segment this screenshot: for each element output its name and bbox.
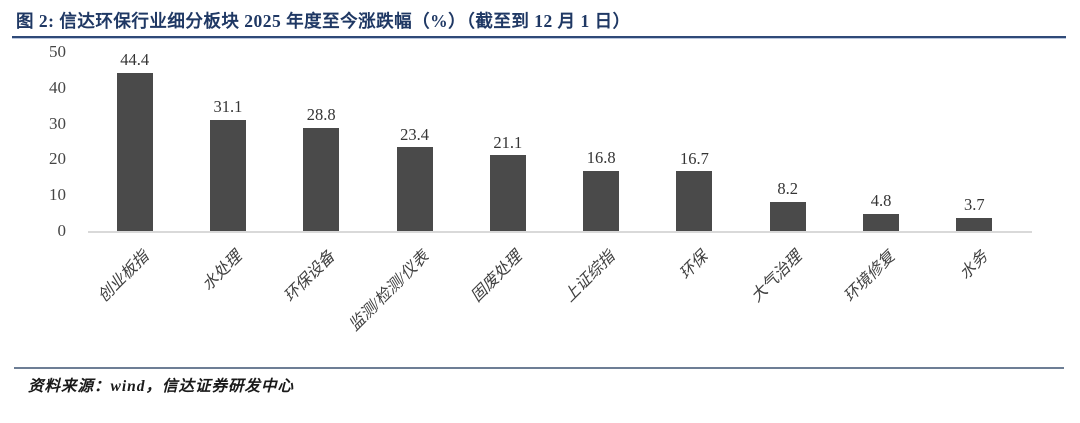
bar bbox=[676, 171, 713, 231]
bar bbox=[489, 155, 526, 231]
plot-area: 44.4 31.1 28.8 23.4 21.1 16.8 16.7 8.2 4.8 3.7 bbox=[88, 50, 1021, 231]
x-tick-label: 创业板指 bbox=[94, 248, 152, 306]
x-tick-label: 监测/检测/仪表 bbox=[345, 248, 432, 335]
bar bbox=[209, 119, 246, 231]
bar-value-label: 3.7 bbox=[964, 195, 985, 215]
bar bbox=[769, 201, 806, 231]
bar bbox=[396, 147, 433, 231]
y-tick-label: 10 bbox=[49, 185, 66, 205]
bar-value-label: 23.4 bbox=[400, 124, 429, 144]
bar-group: 28.8 bbox=[275, 52, 368, 231]
x-tick-label: 固废处理 bbox=[467, 248, 526, 306]
x-tick-label: 大气治理 bbox=[747, 248, 806, 306]
bar bbox=[303, 127, 340, 231]
x-axis-line bbox=[88, 231, 1032, 233]
bar-value-label: 21.1 bbox=[493, 132, 523, 152]
bar-value-label: 16.7 bbox=[679, 148, 709, 168]
x-tick-label: 水处理 bbox=[199, 248, 246, 295]
x-tick-label: 水务 bbox=[957, 248, 992, 283]
y-tick-label: 0 bbox=[57, 221, 67, 240]
bar-group: 3.7 bbox=[928, 52, 1021, 231]
bar-group: 8.2 bbox=[741, 52, 834, 231]
bar-group: 21.1 bbox=[461, 52, 554, 231]
figure-title: 图 2: 信达环保行业细分板块 2025 年度至今涨跌幅（%）（截至到 12 月… bbox=[16, 11, 631, 31]
title-divider bbox=[12, 36, 1066, 38]
bar-group: 4.8 bbox=[834, 52, 927, 231]
x-tick-label: 环保 bbox=[677, 248, 712, 283]
bar-value-label: 44.4 bbox=[120, 50, 150, 69]
bar-group: 44.4 bbox=[88, 50, 181, 231]
x-tick-label: 上证综指 bbox=[561, 248, 619, 306]
bar bbox=[116, 72, 153, 231]
bar-group: 16.8 bbox=[554, 52, 647, 231]
bar-value-label: 31.1 bbox=[213, 97, 243, 117]
bar bbox=[956, 217, 993, 231]
bar-group: 31.1 bbox=[181, 52, 274, 231]
footer-divider bbox=[14, 367, 1064, 369]
x-axis-labels: 创业板指 水处理 环保设备 监测/检测/仪表 固废处理 上证综指 环保 大气治理 环境修复 水务 bbox=[0, 231, 1080, 361]
y-tick-label: 40 bbox=[49, 77, 66, 97]
bar-value-label: 4.8 bbox=[870, 191, 892, 211]
bar-value-label: 8.2 bbox=[777, 179, 799, 199]
bar-value-label: 16.8 bbox=[586, 148, 616, 168]
y-tick-label: 20 bbox=[49, 149, 66, 169]
bar-group: 16.7 bbox=[648, 52, 741, 231]
bar bbox=[863, 213, 900, 231]
y-tick-label: 30 bbox=[49, 113, 66, 133]
x-tick-label: 环境修复 bbox=[841, 248, 899, 306]
y-tick-label: 50 bbox=[49, 42, 66, 61]
source-text: 资料来源：wind，信达证券研发中心 bbox=[28, 378, 295, 395]
x-tick-label: 环保设备 bbox=[281, 248, 339, 306]
bar-value-label: 28.8 bbox=[306, 105, 336, 125]
bar-group: 23.4 bbox=[368, 52, 461, 231]
bar bbox=[583, 170, 620, 231]
y-axis: 0 10 20 30 40 50 bbox=[0, 42, 66, 240]
